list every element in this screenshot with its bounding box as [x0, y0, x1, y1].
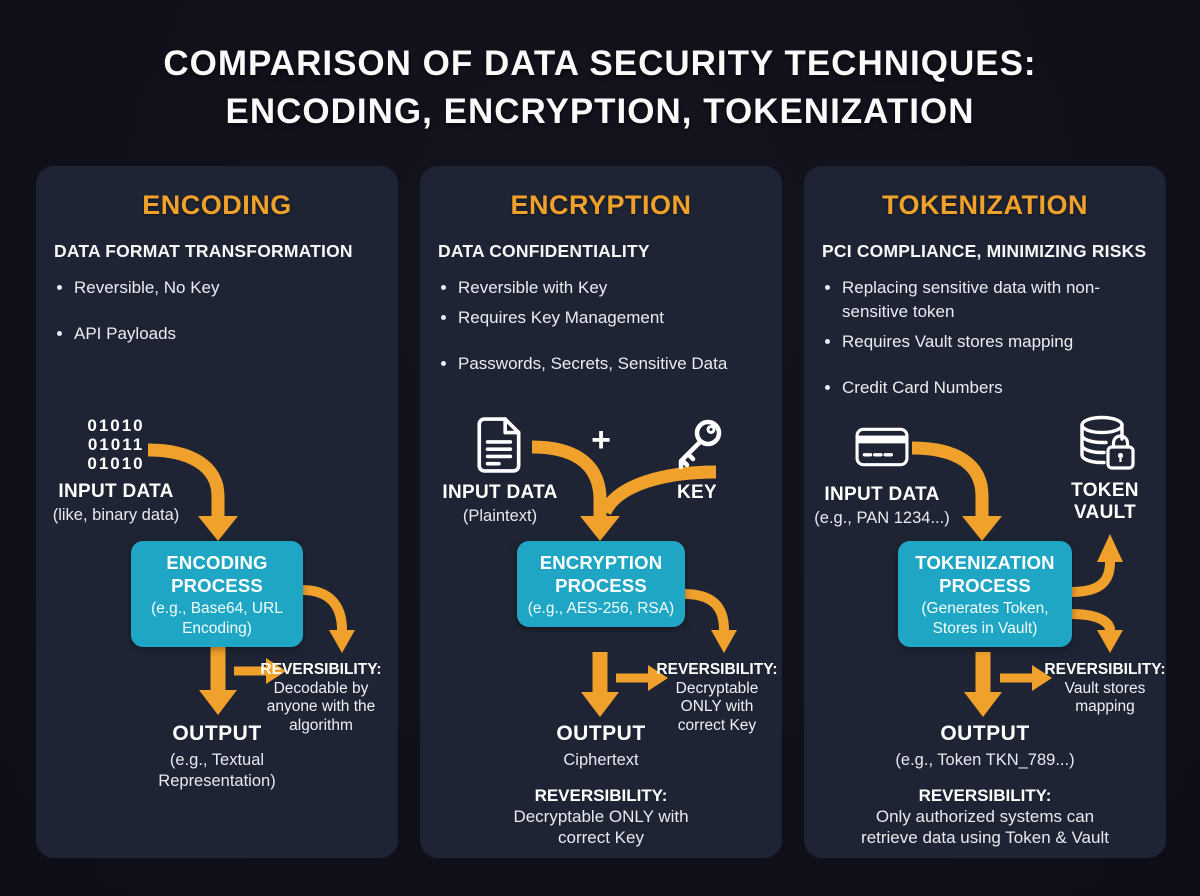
bottom-note-line: Decryptable ONLY with — [513, 807, 689, 826]
binary-line: 01011 — [87, 435, 145, 454]
process-title: ENCODING PROCESS — [139, 551, 295, 597]
process-title-line: PROCESS — [555, 575, 647, 596]
bottom-note-title: REVERSIBILITY: — [534, 786, 668, 805]
output-sub: Ciphertext — [563, 751, 639, 769]
binary-line: 01010 — [87, 416, 145, 435]
process-sub: (e.g., Base64, URL Encoding) — [151, 600, 283, 637]
input-data-sub: (Plaintext) — [462, 507, 538, 525]
bullet-item: Reversible, No Key — [74, 276, 398, 300]
input-data-label: INPUT DATA — [442, 482, 558, 503]
comparison-cards: ENCODING DATA FORMAT TRANSFORMATION Reve… — [36, 166, 1166, 858]
process-title: ENCRYPTION PROCESS — [525, 551, 677, 597]
bullet-item: Reversible with Key — [458, 276, 782, 300]
reversibility-side-note: REVERSIBILITY: Decryptable ONLY with cor… — [647, 661, 787, 735]
input-data-block: INPUT DATA (e.g., PAN 1234...) — [812, 418, 952, 528]
output-label: OUTPUT — [172, 722, 262, 745]
side-note-line: ONLY with — [680, 698, 754, 715]
bottom-note-line: Only authorized systems can — [875, 807, 1095, 826]
process-title-line: PROCESS — [939, 575, 1031, 596]
input-data-label: INPUT DATA — [58, 481, 174, 502]
reversibility-bottom-note: REVERSIBILITY: Only authorized systems c… — [815, 786, 1155, 848]
page-title-line-2: ENCODING, ENCRYPTION, TOKENIZATION — [225, 92, 975, 131]
input-data-block: 01010 01011 01010 INPUT DATA (like, bina… — [36, 416, 196, 525]
output-label: OUTPUT — [940, 722, 1030, 745]
input-data-block: INPUT DATA (Plaintext) — [430, 416, 570, 526]
process-title-line: ENCODING — [166, 552, 268, 573]
token-vault-label: TOKEN VAULT — [1038, 480, 1172, 524]
card-subheading: DATA FORMAT TRANSFORMATION — [54, 241, 353, 261]
output-label: OUTPUT — [556, 722, 646, 745]
reversibility-side-note: REVERSIBILITY: Vault stores mapping — [1040, 661, 1170, 717]
page-title-line-1: COMPARISON OF DATA SECURITY TECHNIQUES: — [163, 44, 1037, 83]
bullet-item: API Payloads — [74, 322, 398, 346]
side-note-title: REVERSIBILITY: — [656, 661, 778, 678]
process-sub: (Generates Token, Stores in Vault) — [921, 600, 1049, 637]
side-note-line: correct Key — [677, 716, 757, 734]
database-lock-icon — [1038, 414, 1172, 472]
bottom-note-line: correct Key — [558, 828, 644, 847]
bullet-list: Reversible, No Key API Payloads — [54, 276, 398, 346]
output-block: OUTPUT Ciphertext — [440, 722, 762, 771]
process-title-line: ENCRYPTION — [539, 552, 663, 573]
output-block: OUTPUT (e.g., Token TKN_789...) — [824, 722, 1146, 771]
output-sub: (e.g., Token TKN_789...) — [895, 751, 1075, 769]
reversibility-side-note: REVERSIBILITY: Decodable by anyone with … — [245, 661, 397, 735]
side-note-line: anyone with the — [266, 698, 376, 715]
reversibility-bottom-note: REVERSIBILITY: Decryptable ONLY with cor… — [431, 786, 771, 848]
process-box: TOKENIZATION PROCESS (Generates Token, S… — [898, 541, 1072, 647]
credit-card-icon — [812, 418, 952, 476]
process-title: TOKENIZATION PROCESS — [906, 551, 1064, 597]
process-box: ENCODING PROCESS (e.g., Base64, URL Enco… — [131, 541, 303, 647]
page-title: COMPARISON OF DATA SECURITY TECHNIQUES: … — [0, 40, 1200, 136]
card-encryption: ENCRYPTION DATA CONFIDENTIALITY Reversib… — [420, 166, 782, 858]
key-icon — [642, 416, 752, 474]
input-data-sub: (e.g., PAN 1234...) — [814, 509, 950, 527]
bullet-item: Replacing sensitive data with non-sensit… — [842, 276, 1122, 324]
bottom-note-line: retrieve data using Token & Vault — [861, 828, 1109, 847]
process-title-line: TOKENIZATION — [915, 552, 1055, 573]
process-box: ENCRYPTION PROCESS (e.g., AES-256, RSA) — [517, 541, 685, 627]
key-block: KEY — [642, 416, 752, 504]
side-note-line: Decryptable — [675, 679, 759, 697]
input-data-sub: (like, binary data) — [52, 506, 180, 524]
card-tokenization: TOKENIZATION PCI COMPLIANCE, MINIMIZING … — [804, 166, 1166, 858]
output-sub: (e.g., Textual Representation) — [56, 750, 378, 792]
card-subheading: PCI COMPLIANCE, MINIMIZING RISKS — [822, 241, 1147, 261]
plus-sign: + — [591, 421, 611, 459]
side-note-line: mapping — [1075, 698, 1135, 715]
bullet-item: Requires Key Management — [458, 306, 782, 330]
side-note-line: algorithm — [289, 716, 353, 734]
input-data-label: INPUT DATA — [824, 484, 940, 505]
process-title-line: PROCESS — [171, 575, 263, 596]
output-block: OUTPUT (e.g., Textual Representation) — [56, 722, 378, 792]
document-icon — [430, 416, 570, 474]
card-heading: ENCRYPTION — [510, 190, 692, 220]
page-header: COMPARISON OF DATA SECURITY TECHNIQUES: … — [0, 40, 1200, 136]
key-label: KEY — [677, 482, 717, 503]
token-vault-line: VAULT — [1073, 502, 1136, 523]
bullet-list: Reversible with Key Requires Key Managem… — [438, 276, 782, 376]
card-subheading: DATA CONFIDENTIALITY — [438, 241, 650, 261]
card-heading: ENCODING — [142, 190, 292, 220]
bullet-item: Requires Vault stores mapping — [842, 330, 1166, 354]
card-encoding: ENCODING DATA FORMAT TRANSFORMATION Reve… — [36, 166, 398, 858]
bullet-item: Credit Card Numbers — [842, 376, 1166, 400]
side-note-line: Vault stores — [1064, 679, 1146, 697]
bullet-item: Passwords, Secrets, Sensitive Data — [458, 352, 768, 376]
binary-line: 01010 — [87, 454, 145, 473]
output-sub-line: (e.g., Textual — [169, 751, 265, 769]
process-sub: (e.g., AES-256, RSA) — [527, 600, 675, 617]
output-sub-line: Representation) — [158, 772, 276, 790]
card-heading: TOKENIZATION — [882, 190, 1088, 220]
side-note-title: REVERSIBILITY: — [260, 661, 382, 678]
binary-data-visual: 01010 01011 01010 — [36, 416, 196, 473]
token-vault-block: TOKEN VAULT — [1038, 414, 1172, 524]
side-note-title: REVERSIBILITY: — [1044, 661, 1166, 678]
bullet-list: Replacing sensitive data with non-sensit… — [822, 276, 1166, 400]
bottom-note-title: REVERSIBILITY: — [918, 786, 1052, 805]
token-vault-line: TOKEN — [1071, 480, 1139, 501]
side-note-line: Decodable by — [273, 679, 369, 697]
